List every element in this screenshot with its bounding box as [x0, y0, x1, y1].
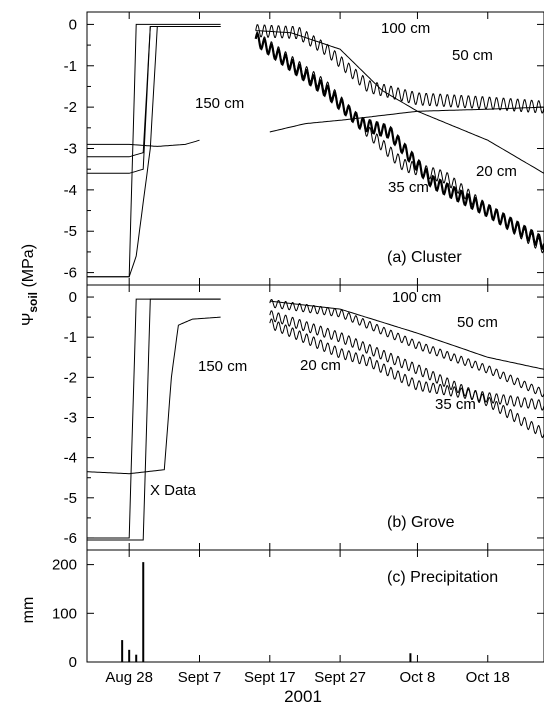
series-line — [269, 300, 544, 370]
x-tick-label: Aug 28 — [105, 669, 153, 686]
annotation-label: 20 cm — [476, 163, 517, 180]
y-tick-label: 0 — [69, 654, 77, 671]
annotation-label: 35 cm — [435, 396, 476, 413]
y-tick-label: -2 — [64, 99, 77, 116]
y-tick-label: 0 — [69, 289, 77, 306]
annotation-label: 50 cm — [457, 314, 498, 331]
series-line — [269, 106, 544, 133]
series-line — [255, 24, 544, 114]
series-line — [269, 318, 544, 411]
x-axis-year-label: 2001 — [284, 687, 322, 706]
y-tick-label: 100 — [52, 605, 77, 622]
annotation-label: X Data — [150, 482, 197, 499]
y-tick-label: -4 — [64, 182, 77, 199]
x-tick-label: Sept 7 — [178, 669, 221, 686]
panel-cluster: 0 -1 -2 -3 -4 -5 -6 150 cm 100 cm 50 cm 35 cm 20 cm — [64, 11, 544, 286]
precip-y-label: mm — [20, 597, 37, 624]
annotation-label: 100 cm — [381, 20, 430, 37]
y-tick-label: -3 — [64, 141, 77, 158]
x-tick-label: Oct 8 — [400, 669, 436, 686]
panel-label-b: (b) Grove — [387, 514, 455, 531]
annotation-label: 50 cm — [452, 47, 493, 64]
y-tick-label: -5 — [64, 490, 77, 507]
annotation-label: 20 cm — [300, 357, 341, 374]
panel-label-a: (a) Cluster — [387, 249, 462, 266]
y-tick-label: 0 — [69, 16, 77, 33]
series-line — [269, 298, 544, 398]
y-tick-label: -5 — [64, 223, 77, 240]
panel-grove: 0 -1 -2 -3 -4 -5 -6 150 cm 100 cm 50 cm 35 cm 20 cm… — [64, 284, 544, 551]
y-tick-label: -6 — [64, 265, 77, 282]
y-tick-label: -6 — [64, 530, 77, 547]
y-tick-label: -2 — [64, 369, 77, 386]
panel-precipitation: 0 100 200 Aug 28 Sept 7 Sept 17 Sept 27 Oct 8 Oc… — [52, 549, 544, 686]
series-line — [87, 298, 221, 539]
plot-frame — [86, 549, 544, 663]
series-line — [254, 32, 544, 251]
x-tick-label: Sept 17 — [244, 669, 296, 686]
y-tick-label: 200 — [52, 557, 77, 574]
series-line — [87, 298, 221, 541]
y-tick-label: -4 — [64, 450, 77, 467]
y-tick-label: -3 — [64, 410, 77, 427]
annotation-label: 150 cm — [195, 95, 244, 112]
x-tick-label: Oct 18 — [466, 669, 510, 686]
x-tick-label: Sept 27 — [314, 669, 366, 686]
annotation-label: 100 cm — [392, 289, 441, 306]
y-tick-label: -1 — [64, 58, 77, 75]
series-line — [87, 26, 221, 278]
series-line — [269, 310, 544, 439]
y-tick-label: -1 — [64, 329, 77, 346]
series-line — [86, 316, 221, 475]
y-axis-label: Ψsoil (MPa) — [20, 244, 40, 326]
annotation-label: 35 cm — [388, 179, 429, 196]
annotation-label: 150 cm — [198, 358, 247, 375]
series-line — [87, 23, 221, 278]
panel-label-c: (c) Precipitation — [387, 569, 498, 586]
series-line — [255, 30, 544, 174]
